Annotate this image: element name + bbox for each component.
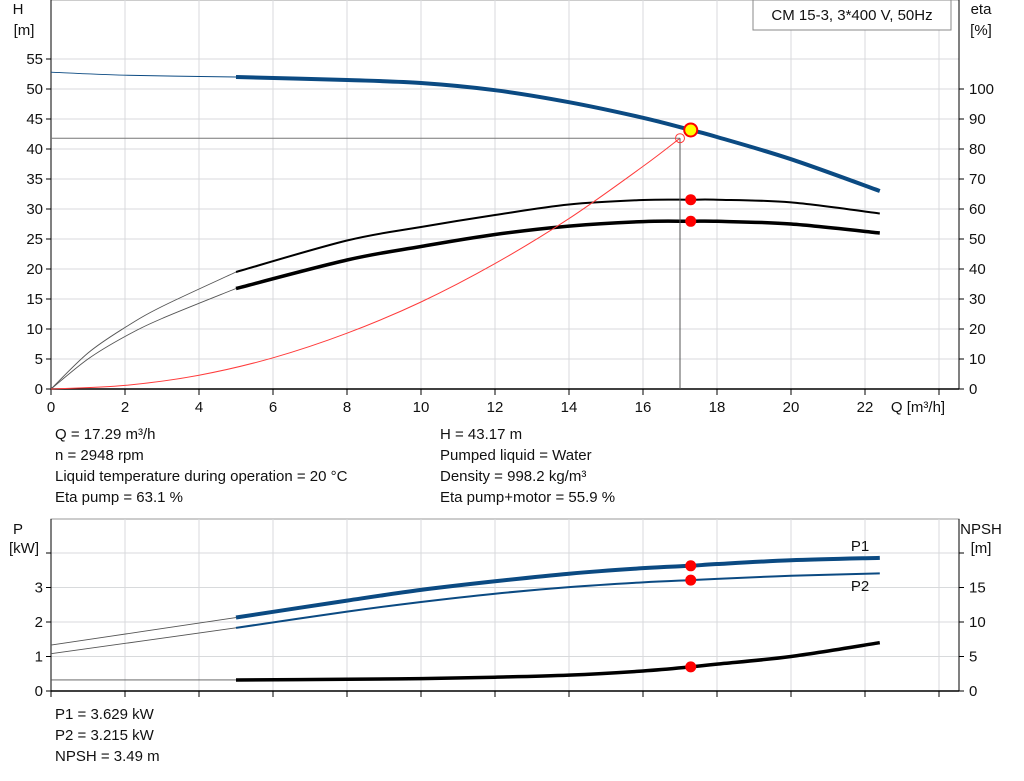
tick-label-right: 80 bbox=[969, 141, 986, 158]
tick-label-x: 4 bbox=[195, 399, 203, 416]
tick-label-left: 5 bbox=[35, 351, 43, 368]
duty-point-head bbox=[683, 122, 699, 138]
y-axis-right-title: eta bbox=[971, 1, 993, 18]
tick-label-left: 2 bbox=[35, 614, 43, 631]
info-top-right: H = 43.17 m Pumped liquid = Water Densit… bbox=[440, 424, 615, 508]
tick-label-x: 8 bbox=[343, 399, 351, 416]
duty-point-p2 bbox=[685, 574, 697, 586]
y-axis-right-title: NPSH bbox=[960, 521, 1002, 538]
y-axis-left-unit: [kW] bbox=[9, 540, 39, 557]
tick-label-x: 10 bbox=[413, 399, 430, 416]
info-liquid: Pumped liquid = Water bbox=[440, 447, 592, 464]
tick-label-left: 15 bbox=[26, 291, 43, 308]
tick-label-right: 100 bbox=[969, 81, 994, 98]
curve-P2 bbox=[235, 572, 880, 629]
curve-eta_pump_motor bbox=[235, 219, 880, 291]
curve-head-extrapolated bbox=[50, 71, 237, 78]
tick-label-left: 50 bbox=[26, 81, 43, 98]
info-p2: P2 = 3.215 kW bbox=[55, 727, 154, 744]
tick-label-right: 90 bbox=[969, 111, 986, 128]
y-axis-left-unit: [m] bbox=[14, 22, 35, 39]
tick-label-left: 20 bbox=[26, 261, 43, 278]
duty-point-p1 bbox=[685, 560, 697, 572]
title-box bbox=[752, 0, 952, 31]
info-temperature: Liquid temperature during operation = 20… bbox=[55, 468, 348, 485]
tick-label-right: 30 bbox=[969, 291, 986, 308]
tick-label-x: 12 bbox=[487, 399, 504, 416]
info-eta-pump: Eta pump = 63.1 % bbox=[55, 489, 183, 506]
y-axis-right-unit: [%] bbox=[970, 22, 992, 39]
info-top-left: Q = 17.29 m³/h n = 2948 rpm Liquid tempe… bbox=[55, 424, 347, 508]
tick-label-right: 20 bbox=[969, 321, 986, 338]
x-axis-title: Q [m³/h] bbox=[891, 399, 945, 416]
plot-area-1 bbox=[50, 518, 960, 692]
y-axis-right-unit: [m] bbox=[971, 540, 992, 557]
tick-label-left: 10 bbox=[26, 321, 43, 338]
tick-label-right: 15 bbox=[969, 580, 986, 597]
tick-label-left: 55 bbox=[26, 51, 43, 68]
tick-label-x: 6 bbox=[269, 399, 277, 416]
info-speed: n = 2948 rpm bbox=[55, 447, 144, 464]
info-density: Density = 998.2 kg/m³ bbox=[440, 468, 587, 485]
curve-eta_pump_motor-extrapolated bbox=[50, 288, 237, 390]
tick-label-left: 45 bbox=[26, 111, 43, 128]
plot-area-0 bbox=[50, 0, 960, 390]
y-axis-left-title: H bbox=[13, 1, 24, 18]
y-axis-left-title: P bbox=[13, 521, 23, 538]
info-npsh: NPSH = 3.49 m bbox=[55, 748, 160, 765]
info-head: H = 43.17 m bbox=[440, 426, 523, 443]
info-eta-pump-motor: Eta pump+motor = 55.9 % bbox=[440, 489, 616, 506]
curve-system bbox=[50, 137, 681, 390]
tick-label-x: 20 bbox=[783, 399, 800, 416]
info-p1: P1 = 3.629 kW bbox=[55, 706, 154, 723]
tick-label-right: 50 bbox=[969, 231, 986, 248]
tick-label-right: 0 bbox=[969, 381, 977, 398]
legend-p1: P1 bbox=[851, 538, 869, 555]
pump-title: CM 15-3, 3*400 V, 50Hz bbox=[771, 7, 932, 24]
tick-label-left: 25 bbox=[26, 231, 43, 248]
info-bottom: P1 = 3.629 kW P2 = 3.215 kW NPSH = 3.49 … bbox=[55, 704, 160, 767]
curve-P2-extrapolated bbox=[50, 627, 237, 655]
tick-label-left: 35 bbox=[26, 171, 43, 188]
duty-point-npsh bbox=[685, 661, 697, 673]
duty-point-eta-pump-motor bbox=[685, 215, 697, 227]
tick-label-right: 10 bbox=[969, 614, 986, 631]
tick-label-right: 40 bbox=[969, 261, 986, 278]
requested-point-marker bbox=[675, 133, 685, 144]
tick-label-x: 0 bbox=[47, 399, 55, 416]
tick-label-left: 40 bbox=[26, 141, 43, 158]
legend-p2: P2 bbox=[851, 578, 869, 595]
curve-NPSH bbox=[235, 640, 881, 682]
tick-label-right: 10 bbox=[969, 351, 986, 368]
curve-eta_pump bbox=[235, 198, 880, 273]
tick-label-right: 60 bbox=[969, 201, 986, 218]
tick-label-left: 0 bbox=[35, 683, 43, 700]
tick-label-x: 14 bbox=[561, 399, 578, 416]
tick-label-left: 30 bbox=[26, 201, 43, 218]
tick-label-left: 0 bbox=[35, 381, 43, 398]
curve-head bbox=[235, 75, 881, 193]
tick-label-right: 0 bbox=[969, 683, 977, 700]
tick-label-right: 5 bbox=[969, 649, 977, 666]
info-q: Q = 17.29 m³/h bbox=[55, 426, 156, 443]
tick-label-x: 18 bbox=[709, 399, 726, 416]
tick-label-x: 16 bbox=[635, 399, 652, 416]
tick-label-left: 3 bbox=[35, 580, 43, 597]
curve-P1 bbox=[235, 555, 880, 620]
curve-P1-extrapolated bbox=[50, 617, 237, 646]
tick-label-left: 1 bbox=[35, 649, 43, 666]
tick-label-x: 22 bbox=[857, 399, 874, 416]
tick-label-x: 2 bbox=[121, 399, 129, 416]
tick-label-right: 70 bbox=[969, 171, 986, 188]
curve-eta_pump-extrapolated bbox=[50, 271, 237, 390]
duty-point-eta-pump bbox=[685, 194, 697, 206]
